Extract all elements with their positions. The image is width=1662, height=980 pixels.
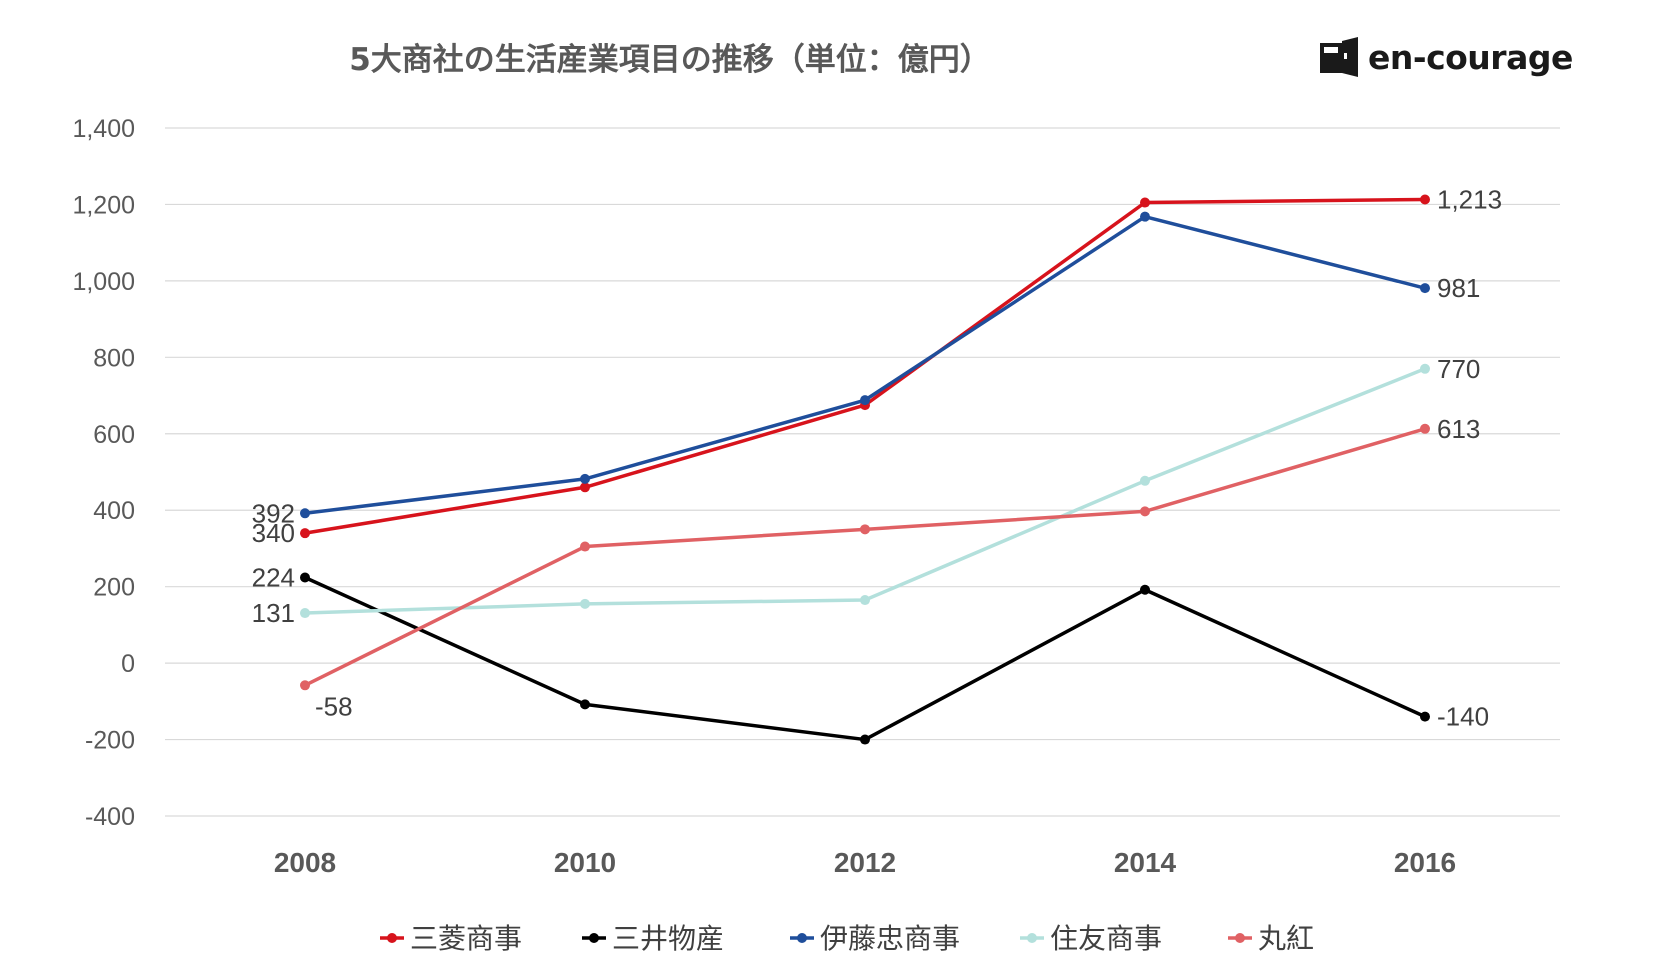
y-tick-label: 200 (93, 574, 135, 602)
y-axis: 1,400 1,200 1,000 800 600 400 200 0 -200 -400 (72, 115, 135, 831)
x-tick-label: 2014 (1114, 847, 1177, 878)
series-line (304, 427, 1426, 687)
data-point (1420, 283, 1430, 294)
series-line (304, 214, 1426, 516)
data-point (1140, 475, 1150, 486)
y-tick-label: -400 (85, 803, 135, 831)
data-point (580, 598, 590, 609)
legend-item: 丸紅 (1228, 922, 1314, 955)
data-point (1420, 711, 1430, 722)
legend-marker-dot (1235, 933, 1245, 943)
data-point (580, 482, 590, 493)
data-label: -58 (315, 691, 353, 721)
data-point (1420, 194, 1430, 205)
y-tick-label: 800 (93, 344, 135, 372)
y-tick-label: 600 (93, 421, 135, 449)
data-point (300, 608, 310, 619)
data-label: 770 (1437, 354, 1480, 384)
series-lines (300, 194, 1430, 745)
x-axis: 2008 2010 2012 2014 2016 (274, 847, 1456, 878)
data-point (860, 395, 870, 406)
data-label: 613 (1437, 414, 1480, 444)
data-point (1140, 197, 1150, 208)
legend-label: 伊藤忠商事 (820, 922, 960, 955)
data-point (580, 699, 590, 710)
data-label: 340 (252, 518, 295, 548)
legend-item: 住友商事 (1020, 922, 1162, 955)
data-point (860, 524, 870, 535)
series-line (304, 197, 1426, 535)
legend-item: 三井物産 (582, 922, 724, 955)
legend-marker-dot (387, 933, 397, 943)
data-point (580, 541, 590, 552)
data-point (580, 473, 590, 484)
legend: 三菱商事 三井物産 伊藤忠商事 住友商事 丸紅 (380, 922, 1314, 955)
y-tick-label: -200 (85, 727, 135, 755)
logo: en-courage (1318, 34, 1573, 80)
data-label: 131 (252, 598, 295, 628)
legend-item: 伊藤忠商事 (790, 922, 960, 955)
y-tick-label: 1,200 (72, 191, 135, 219)
legend-label: 三井物産 (612, 922, 724, 955)
x-tick-label: 2008 (274, 847, 336, 878)
data-label: 1,213 (1437, 184, 1502, 214)
x-tick-label: 2010 (554, 847, 616, 878)
legend-label: 丸紅 (1258, 922, 1314, 955)
legend-marker-dot (797, 933, 807, 943)
x-tick-label: 2016 (1394, 847, 1456, 878)
data-point (300, 528, 310, 539)
x-tick-label: 2012 (834, 847, 896, 878)
data-label: -140 (1437, 702, 1489, 732)
data-point (860, 595, 870, 606)
grid (165, 127, 1560, 817)
y-tick-label: 1,000 (72, 268, 135, 296)
data-point (300, 680, 310, 691)
chart-title: 5大商社の生活産業項目の推移（単位：億円） (349, 42, 991, 78)
data-point (1420, 363, 1430, 374)
y-tick-label: 400 (93, 497, 135, 525)
data-label: 392 (252, 498, 295, 528)
legend-item: 三菱商事 (380, 922, 522, 955)
data-point (1140, 211, 1150, 222)
data-label: 981 (1437, 273, 1480, 303)
data-point (1420, 423, 1430, 434)
data-label: 224 (252, 562, 295, 592)
legend-label: 住友商事 (1050, 922, 1162, 955)
y-tick-label: 0 (121, 650, 135, 678)
data-point (860, 734, 870, 745)
y-tick-label: 1,400 (72, 115, 135, 143)
logo-icon (1320, 37, 1358, 77)
legend-label: 三菱商事 (410, 922, 522, 955)
data-point (1140, 584, 1150, 595)
data-point (300, 508, 310, 519)
data-point (1140, 506, 1150, 517)
legend-marker-dot (589, 933, 599, 943)
data-point (300, 572, 310, 583)
logo-text: en-courage (1368, 37, 1573, 77)
legend-marker-dot (1027, 933, 1037, 943)
